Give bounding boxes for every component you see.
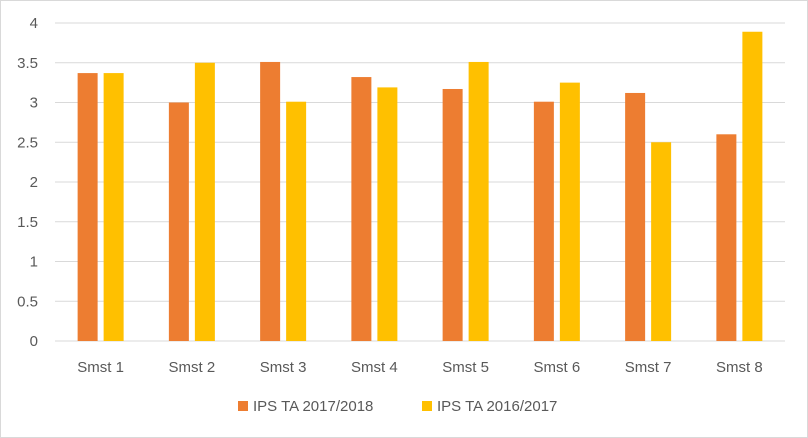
y-tick-label: 2.5 (17, 134, 38, 151)
legend-item: IPS TA 2016/2017 (422, 398, 557, 415)
x-tick-label: Smst 4 (351, 359, 398, 376)
legend-swatch (422, 401, 432, 411)
bar-smst-3-series-1 (260, 61, 281, 341)
x-axis-ticks: Smst 1 Smst 2 Smst 3 Smst 4 Smst 5 Smst 6 Smst… (77, 359, 762, 376)
bar-smst-1-series-2 (103, 73, 124, 342)
y-axis-ticks: 0 0.5 1 1.5 2 2.5 3 3.5 4 (17, 15, 38, 350)
bar-smst-7-series-2 (651, 142, 672, 341)
gridlines (55, 22, 785, 342)
y-tick-label: 2 (30, 174, 38, 191)
bar-smst-4-series-1 (351, 77, 372, 341)
y-tick-label: 3 (30, 95, 38, 112)
bar-smst-2-series-1 (168, 102, 189, 341)
bar-smst-6-series-1 (533, 101, 554, 341)
bar-smst-4-series-2 (377, 87, 398, 342)
y-tick-label: 4 (30, 15, 38, 32)
legend: IPS TA 2017/2018 IPS TA 2016/2017 (238, 398, 557, 415)
x-tick-label: Smst 2 (169, 359, 216, 376)
legend-label: IPS TA 2016/2017 (437, 398, 557, 415)
bar-smst-2-series-2 (194, 62, 215, 341)
x-tick-label: Smst 7 (625, 359, 672, 376)
y-tick-label: 3.5 (17, 55, 38, 72)
legend-swatch (238, 401, 248, 411)
bars (77, 31, 763, 342)
bar-smst-1-series-1 (77, 73, 98, 342)
x-tick-label: Smst 6 (534, 359, 581, 376)
bar-smst-7-series-1 (625, 92, 646, 342)
y-tick-label: 0 (30, 333, 38, 350)
x-tick-label: Smst 1 (77, 359, 124, 376)
x-tick-label: Smst 3 (260, 359, 307, 376)
y-tick-label: 1 (30, 254, 38, 271)
bar-smst-5-series-2 (468, 61, 489, 341)
legend-item: IPS TA 2017/2018 (238, 398, 373, 415)
bar-smst-6-series-2 (559, 82, 580, 341)
y-tick-label: 0.5 (17, 293, 38, 310)
x-tick-label: Smst 5 (442, 359, 489, 376)
x-tick-label: Smst 8 (716, 359, 763, 376)
bar-smst-8-series-1 (716, 134, 737, 341)
bar-smst-8-series-2 (742, 31, 763, 342)
y-tick-label: 1.5 (17, 214, 38, 231)
bar-smst-3-series-2 (286, 101, 307, 341)
bar-smst-5-series-1 (442, 88, 463, 341)
legend-label: IPS TA 2017/2018 (253, 398, 373, 415)
